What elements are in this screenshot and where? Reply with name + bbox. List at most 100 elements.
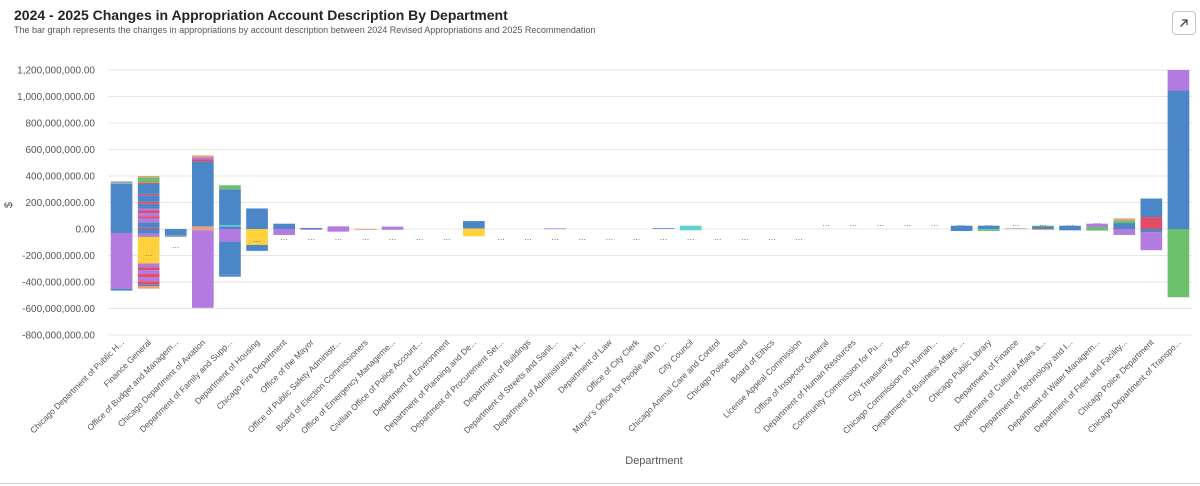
bar-segment[interactable] xyxy=(300,229,323,230)
bar-segment[interactable] xyxy=(164,229,187,236)
bar-segment[interactable] xyxy=(1032,226,1054,229)
bar-segment[interactable] xyxy=(1059,225,1081,229)
bar-segment[interactable] xyxy=(137,195,160,202)
bar-segment[interactable] xyxy=(1086,223,1108,228)
bar-stack[interactable]: ... xyxy=(497,232,505,242)
bar-segment[interactable] xyxy=(137,227,160,229)
bar-segment[interactable] xyxy=(273,223,295,229)
bar-segment[interactable] xyxy=(110,183,133,229)
bar-segment[interactable] xyxy=(137,236,160,264)
bar-stack[interactable]: ... xyxy=(416,232,424,242)
bar-segment[interactable] xyxy=(1167,229,1190,298)
bar-segment[interactable] xyxy=(246,208,268,229)
bar-segment[interactable] xyxy=(219,274,241,277)
expand-button[interactable] xyxy=(1172,11,1196,35)
bar-stack[interactable]: ... xyxy=(327,226,350,242)
bar-segment[interactable] xyxy=(137,263,160,268)
bar-segment[interactable] xyxy=(137,229,160,234)
bar-stack[interactable]: ... xyxy=(950,218,973,231)
bar-stack[interactable] xyxy=(1140,198,1163,251)
bar-stack[interactable]: ... xyxy=(354,228,377,242)
bar-stack[interactable]: ... xyxy=(1059,218,1081,231)
bar-stack[interactable]: ... xyxy=(679,225,702,242)
bar-stack[interactable]: ... xyxy=(443,232,451,242)
bar-segment[interactable] xyxy=(192,159,214,162)
bar-segment[interactable] xyxy=(1005,228,1027,230)
bar-segment[interactable] xyxy=(273,229,295,235)
bar-segment[interactable] xyxy=(192,157,214,160)
bar-stack[interactable]: ... xyxy=(246,208,268,251)
bar-segment[interactable] xyxy=(110,232,133,289)
bar-segment[interactable] xyxy=(137,233,160,237)
bar-stack[interactable]: ... xyxy=(137,176,160,289)
bar-segment[interactable] xyxy=(219,241,241,275)
bar-segment[interactable] xyxy=(110,181,133,184)
bar-segment[interactable] xyxy=(137,274,160,278)
bar-stack[interactable]: ... xyxy=(877,218,885,228)
bar-segment[interactable] xyxy=(137,208,160,211)
bar-stack[interactable] xyxy=(192,155,214,308)
bar-stack[interactable] xyxy=(219,185,241,277)
bar-segment[interactable] xyxy=(137,281,160,285)
bar-segment[interactable] xyxy=(246,229,268,245)
bar-stack[interactable]: ... xyxy=(931,218,939,228)
bar-segment[interactable] xyxy=(137,177,160,183)
bar-segment[interactable] xyxy=(300,227,323,229)
bar-segment[interactable] xyxy=(137,176,160,178)
bar-segment[interactable] xyxy=(192,155,214,158)
bar-segment[interactable] xyxy=(327,229,350,232)
bar-segment[interactable] xyxy=(1140,198,1163,218)
bar-segment[interactable] xyxy=(219,226,241,229)
bar-segment[interactable] xyxy=(463,221,485,229)
bar-stack[interactable] xyxy=(1113,218,1136,235)
bar-segment[interactable] xyxy=(463,228,485,230)
bar-stack[interactable]: ... xyxy=(273,223,295,242)
bar-segment[interactable] xyxy=(1113,229,1136,235)
bar-segment[interactable] xyxy=(137,270,160,275)
bar-stack[interactable] xyxy=(463,221,485,237)
bar-segment[interactable] xyxy=(137,222,160,228)
bar-segment[interactable] xyxy=(192,229,214,231)
bar-segment[interactable] xyxy=(1032,229,1054,231)
bar-stack[interactable]: ... xyxy=(741,232,749,242)
bar-segment[interactable] xyxy=(1086,227,1108,229)
bar-stack[interactable]: ... xyxy=(1086,216,1108,231)
bar-segment[interactable] xyxy=(679,225,702,229)
bar-segment[interactable] xyxy=(1113,218,1136,221)
bar-segment[interactable] xyxy=(219,225,241,227)
bar-segment[interactable] xyxy=(1059,229,1081,231)
bar-stack[interactable]: ... xyxy=(633,232,641,242)
bar-segment[interactable] xyxy=(192,161,214,227)
bar-stack[interactable]: ... xyxy=(795,232,803,242)
bar-segment[interactable] xyxy=(137,267,160,271)
bar-segment[interactable] xyxy=(137,193,160,196)
bar-segment[interactable] xyxy=(137,284,160,286)
bar-segment[interactable] xyxy=(679,229,702,231)
bar-segment[interactable] xyxy=(381,229,404,230)
bar-segment[interactable] xyxy=(110,229,133,233)
bar-stack[interactable]: ... xyxy=(977,218,1000,231)
bar-segment[interactable] xyxy=(137,183,160,194)
bar-segment[interactable] xyxy=(1086,229,1108,231)
bar-segment[interactable] xyxy=(219,189,241,226)
bar-segment[interactable] xyxy=(544,228,566,230)
bar-segment[interactable] xyxy=(1140,229,1163,233)
bar-segment[interactable] xyxy=(137,201,160,204)
bar-segment[interactable] xyxy=(246,244,268,251)
bar-segment[interactable] xyxy=(1113,223,1136,229)
bar-segment[interactable] xyxy=(977,229,1000,230)
bar-segment[interactable] xyxy=(164,235,187,237)
bar-segment[interactable] xyxy=(192,226,214,229)
bar-segment[interactable] xyxy=(327,226,350,229)
bar-stack[interactable]: ... xyxy=(606,232,614,242)
bar-segment[interactable] xyxy=(110,288,133,291)
bar-segment[interactable] xyxy=(1113,220,1136,224)
bar-stack[interactable]: ... xyxy=(300,227,323,242)
bar-stack[interactable]: ... xyxy=(381,226,404,242)
bar-segment[interactable] xyxy=(1140,232,1163,251)
bar-stack[interactable]: ... xyxy=(904,218,912,228)
bar-segment[interactable] xyxy=(1167,90,1190,229)
bar-stack[interactable]: ... xyxy=(1167,70,1190,298)
bar-segment[interactable] xyxy=(137,218,160,223)
bar-segment[interactable] xyxy=(381,226,404,229)
